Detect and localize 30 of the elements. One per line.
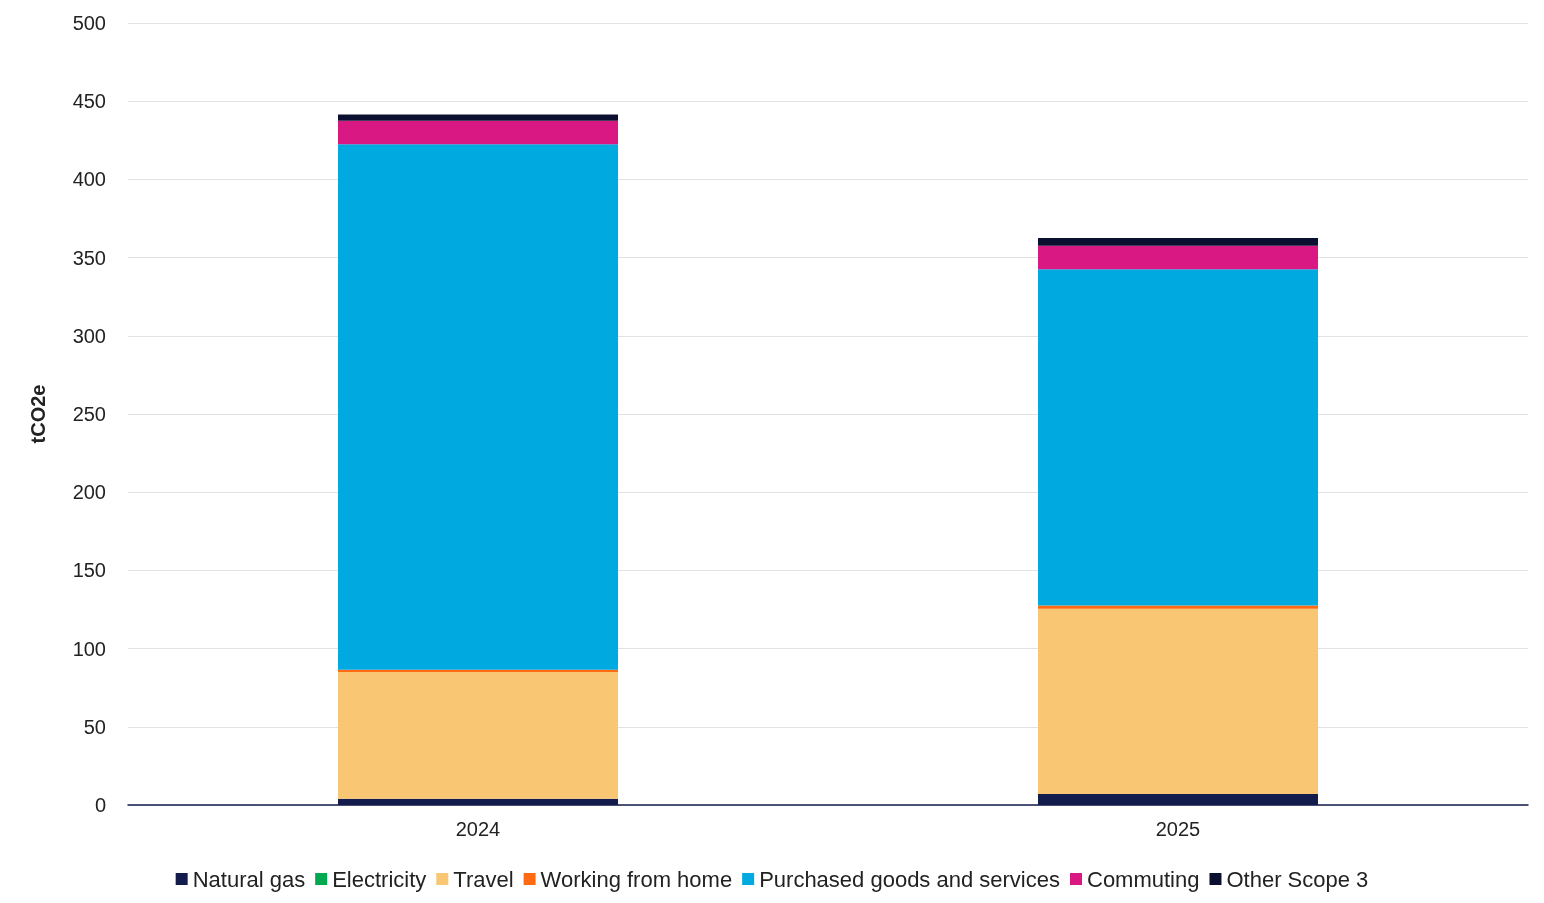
- y-tick-label: 50: [83, 715, 106, 738]
- y-axis-title: tCO2e: [27, 384, 49, 444]
- bar: [338, 120, 618, 145]
- y-tick-label: 300: [72, 324, 106, 347]
- y-tick-label: 500: [72, 12, 106, 34]
- legend-label: Purchased goods and services: [759, 866, 1060, 892]
- y-tick-label: 400: [72, 168, 106, 191]
- bar: [1038, 269, 1318, 606]
- y-tick-label: 250: [72, 403, 106, 425]
- legend-label: Other Scope 3: [1226, 866, 1369, 892]
- legend-label: Travel: [453, 866, 514, 892]
- bar: [1038, 245, 1318, 270]
- y-tick-label: 100: [72, 637, 106, 660]
- x-tick-label: 2025: [1155, 818, 1201, 840]
- y-tick-label: 450: [72, 90, 106, 113]
- bar: [338, 672, 618, 799]
- bar: [338, 144, 618, 670]
- bar: [1038, 608, 1318, 795]
- bar: [1038, 605, 1318, 609]
- legend-label: Natural gas: [192, 866, 306, 892]
- bar: [1038, 238, 1318, 246]
- y-tick-label: 200: [72, 481, 106, 504]
- legend-label: Commuting: [1086, 866, 1200, 892]
- x-tick-label: 2024: [455, 818, 501, 840]
- y-tick-label: 0: [94, 794, 106, 816]
- y-tick-label: 150: [72, 559, 106, 582]
- legend-label: Electricity: [332, 866, 427, 892]
- legend-label: Working from home: [540, 866, 733, 892]
- y-tick-label: 350: [72, 246, 106, 269]
- bar: [338, 114, 618, 121]
